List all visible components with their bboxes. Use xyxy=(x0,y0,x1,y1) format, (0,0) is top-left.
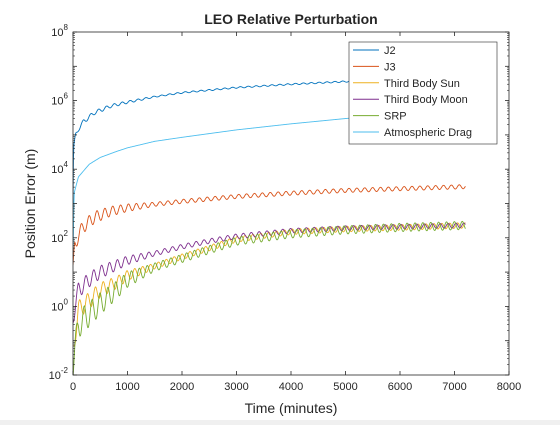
legend-entry-atmospheric-drag: Atmospheric Drag xyxy=(384,127,472,139)
x-tick-label: 7000 xyxy=(442,381,466,393)
x-tick-label: 3000 xyxy=(224,381,248,393)
y-tick-label: 100 xyxy=(51,297,68,313)
x-tick-label: 1000 xyxy=(115,381,139,393)
legend-entry-srp: SRP xyxy=(384,111,407,123)
legend-entry-third-body-moon: Third Body Moon xyxy=(384,94,468,106)
series-line-third-body-sun xyxy=(73,222,466,347)
x-axis: 0 1000 2000 3000 4000 5000 6000 7000 8000 xyxy=(70,32,521,393)
x-tick-label: 4000 xyxy=(279,381,303,393)
series-line-j3 xyxy=(73,184,466,266)
y-axis: 10-2 100 102 104 106 108 xyxy=(49,23,509,382)
x-tick-label: 2000 xyxy=(170,381,194,393)
y-tick-label: 102 xyxy=(51,229,68,245)
x-axis-label: Time (minutes) xyxy=(245,400,338,416)
x-tick-label: 8000 xyxy=(497,381,521,393)
chart-title: LEO Relative Perturbation xyxy=(204,11,377,27)
legend-box xyxy=(348,41,498,145)
series-line-srp xyxy=(73,220,466,375)
legend: J2 J3 Third Body Sun Third Body Moon SRP Atmo… xyxy=(348,41,498,145)
x-tick-label: 5000 xyxy=(333,381,357,393)
y-tick-label: 104 xyxy=(51,160,68,176)
y-tick-label: 108 xyxy=(51,23,68,39)
y-axis-label: Position Error (m) xyxy=(22,149,38,259)
legend-entry-third-body-sun: Third Body Sun xyxy=(384,78,460,90)
legend-entry-j2: J2 xyxy=(384,45,396,57)
y-tick-label: 106 xyxy=(51,92,68,108)
legend-entry-j3: J3 xyxy=(384,61,396,73)
x-tick-label: 0 xyxy=(70,381,76,393)
series-line-third-body-moon xyxy=(73,222,466,323)
y-tick-label: 10-2 xyxy=(49,366,69,382)
x-tick-label: 6000 xyxy=(388,381,412,393)
